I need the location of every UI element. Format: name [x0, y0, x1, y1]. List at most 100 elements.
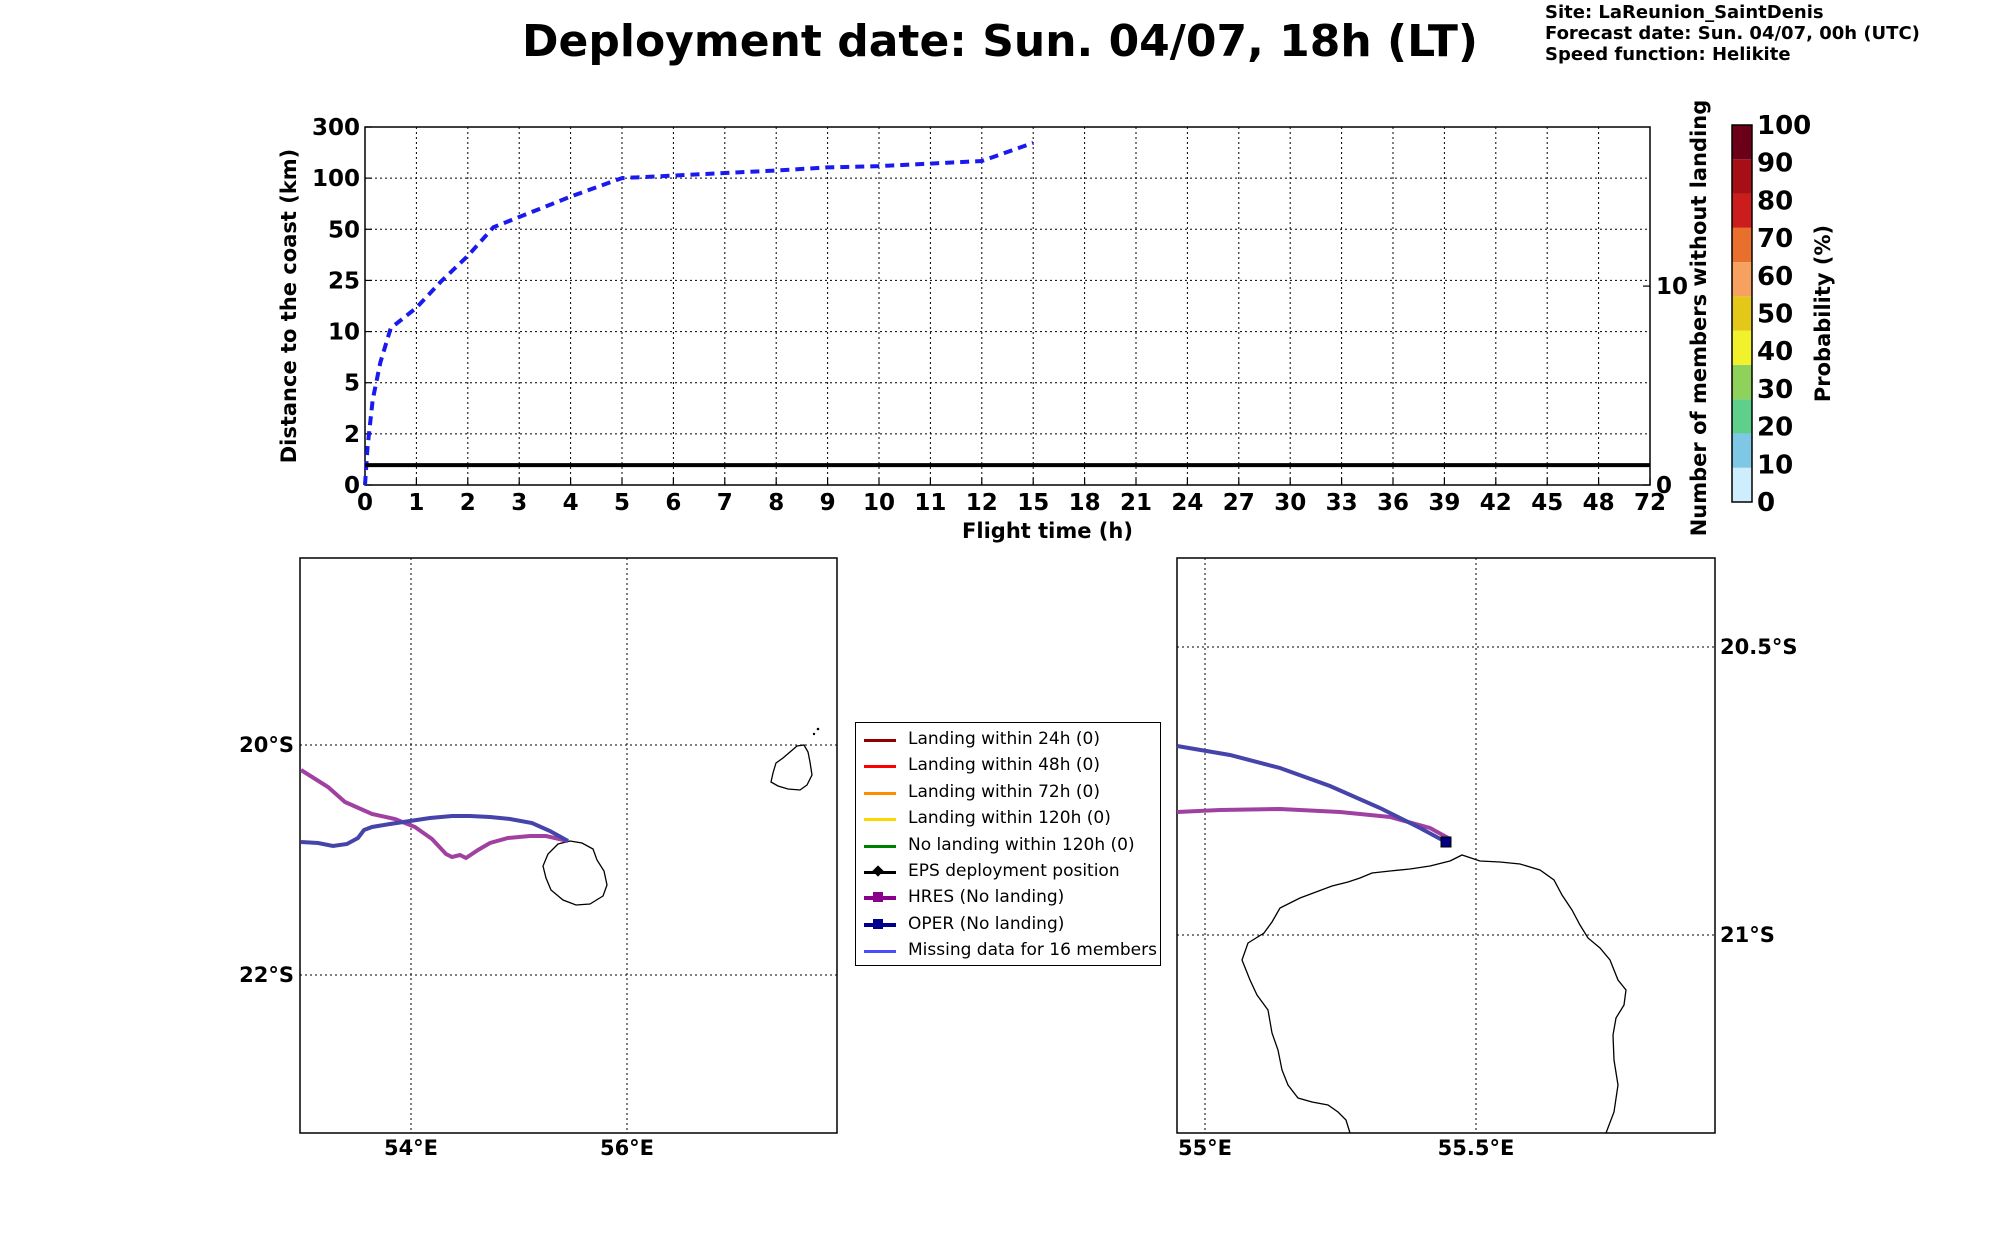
y2-tick-label: 0 [1656, 473, 1672, 499]
colorbar-segment [1732, 125, 1752, 160]
legend-item: Landing within 48h (0) [856, 753, 1160, 779]
plot-frame [364, 126, 1651, 486]
x-tick-label: 45 [1531, 490, 1563, 516]
x-tick-label: 1 [408, 490, 424, 516]
map-overview: 54°E 56°E 20°S 22°S [239, 557, 838, 1160]
deployment-marker [1440, 836, 1452, 848]
colorbar-tick-label: 90 [1757, 149, 1793, 179]
reunion-island [542, 840, 608, 906]
x-tick-label: 7 [717, 490, 733, 516]
x-tick-label: 3 [511, 490, 527, 516]
x-tick-label: 48 [1583, 490, 1615, 516]
colorbar-segment [1732, 227, 1752, 263]
legend-item: Landing within 120h (0) [856, 806, 1160, 832]
colorbar-frame [1731, 124, 1753, 503]
legend-swatch [864, 818, 896, 822]
x-tick-label: 39 [1428, 490, 1460, 516]
forecast-label: Forecast date: Sun. 04/07, 00h (UTC) [1545, 23, 1920, 44]
colorbar-tick-label: 70 [1757, 224, 1793, 254]
x-tick-label: 10 [863, 490, 895, 516]
colorbar-tick-label: 100 [1757, 111, 1811, 141]
map-zoom: 55°E 55.5°E 20.5°S 21°S [1176, 557, 1797, 1160]
legend-label: Landing within 72h (0) [908, 781, 1101, 802]
x-tick-label: 4 [563, 490, 579, 516]
y-tick-label: 0 [344, 473, 360, 499]
y-tick-label: 2 [344, 422, 360, 448]
lon-tick-label: 55.5°E [1438, 1136, 1515, 1160]
x-tick-label: 36 [1377, 490, 1409, 516]
colorbar-segment [1732, 296, 1752, 331]
map-frame [299, 557, 838, 1134]
legend-item: No landing within 120h (0) [856, 833, 1160, 859]
x-tick-label: 12 [966, 490, 998, 516]
colorbar-segment [1732, 433, 1752, 468]
legend-item: OPER (No landing) [856, 912, 1160, 938]
legend-item: Missing data for 16 members [856, 938, 1160, 964]
legend-label: Landing within 120h (0) [908, 808, 1111, 829]
x-tick-label: 11 [914, 490, 946, 516]
legend-item: Landing within 24h (0) [856, 727, 1160, 753]
oper-track [300, 814, 569, 849]
map-frame [1176, 557, 1716, 1134]
legend-item: Landing within 72h (0) [856, 780, 1160, 806]
legend-swatch [864, 739, 896, 742]
legend-swatch [864, 950, 896, 954]
y-tick-label: 300 [312, 115, 360, 141]
legend-label: No landing within 120h (0) [908, 834, 1135, 855]
square-marker-icon [873, 918, 883, 929]
x-tick-label: 5 [614, 490, 630, 516]
colorbar-tick-label: 20 [1757, 413, 1793, 443]
x-tick-label: 72 [1634, 490, 1666, 516]
lon-tick-label: 56°E [600, 1136, 654, 1160]
colorbar-tick-label: 80 [1757, 186, 1793, 216]
lon-tick-label: 54°E [384, 1136, 438, 1160]
diamond-marker-icon [872, 865, 884, 877]
legend-swatch [864, 765, 896, 769]
y-tick-label: 100 [312, 166, 360, 192]
x-tick-label: 33 [1326, 490, 1358, 516]
legend-item: HRES (No landing) [856, 885, 1160, 911]
legend-label: Landing within 24h (0) [908, 729, 1101, 749]
colorbar-tick-label: 50 [1757, 300, 1793, 330]
colorbar-label: Probability (%) [1811, 225, 1835, 402]
legend: Landing within 24h (0) Landing within 48h… [855, 722, 1161, 966]
colorbar-segment [1732, 193, 1752, 228]
y-tick-label: 25 [328, 268, 360, 294]
lat-tick-label: 21°S [1720, 923, 1775, 947]
lat-tick-label: 20°S [239, 733, 294, 757]
x-tick-label: 2 [460, 490, 476, 516]
colorbar-segment [1732, 399, 1752, 434]
x-tick-label: 9 [820, 490, 836, 516]
colorbar-tick-label: 10 [1757, 450, 1793, 480]
y-tick-label: 10 [328, 320, 360, 346]
lat-tick-label: 22°S [239, 963, 294, 987]
colorbar-segment [1732, 159, 1752, 194]
x-tick-label: 18 [1069, 490, 1101, 516]
distance-chart: 0 1 2 3 4 5 6 7 8 9 10 11 12 15 18 21 24 27 30 33 36 39 42 45 48… [277, 100, 1711, 543]
x-tick-label: 6 [665, 490, 681, 516]
probability-colorbar: 0 10 20 30 40 50 60 70 80 90 100 Probability (%) [1731, 111, 1835, 518]
islet-dot [812, 732, 816, 736]
colorbar-tick-label: 0 [1757, 488, 1775, 518]
legend-swatch [864, 844, 896, 848]
reunion-coastline [1241, 854, 1627, 1134]
colorbar-tick-label: 30 [1757, 375, 1793, 405]
y2-axis-label: Number of members without landing [1687, 100, 1711, 537]
meta-info: Site: LaReunion_SaintDenis Forecast date… [1545, 2, 1920, 65]
legend-label: OPER (No landing) [908, 913, 1065, 934]
site-label: Site: LaReunion_SaintDenis [1545, 2, 1824, 23]
y-axis-label: Distance to the coast (km) [277, 149, 301, 464]
y-tick-label: 5 [344, 371, 360, 397]
x-axis-label: Flight time (h) [962, 519, 1133, 543]
colorbar-tick-label: 60 [1757, 262, 1793, 292]
colorbar-segment [1732, 262, 1752, 297]
x-tick-label: 15 [1017, 490, 1049, 516]
legend-item: EPS deployment position [856, 859, 1160, 885]
series-distance-line [363, 141, 1034, 486]
hres-track [299, 768, 569, 861]
lat-tick-label: 20.5°S [1720, 635, 1797, 659]
page-title: Deployment date: Sun. 04/07, 18h (LT) [522, 16, 1478, 67]
legend-label: EPS deployment position [908, 861, 1120, 881]
x-tick-label: 42 [1480, 490, 1512, 516]
colorbar-segment [1732, 330, 1752, 365]
